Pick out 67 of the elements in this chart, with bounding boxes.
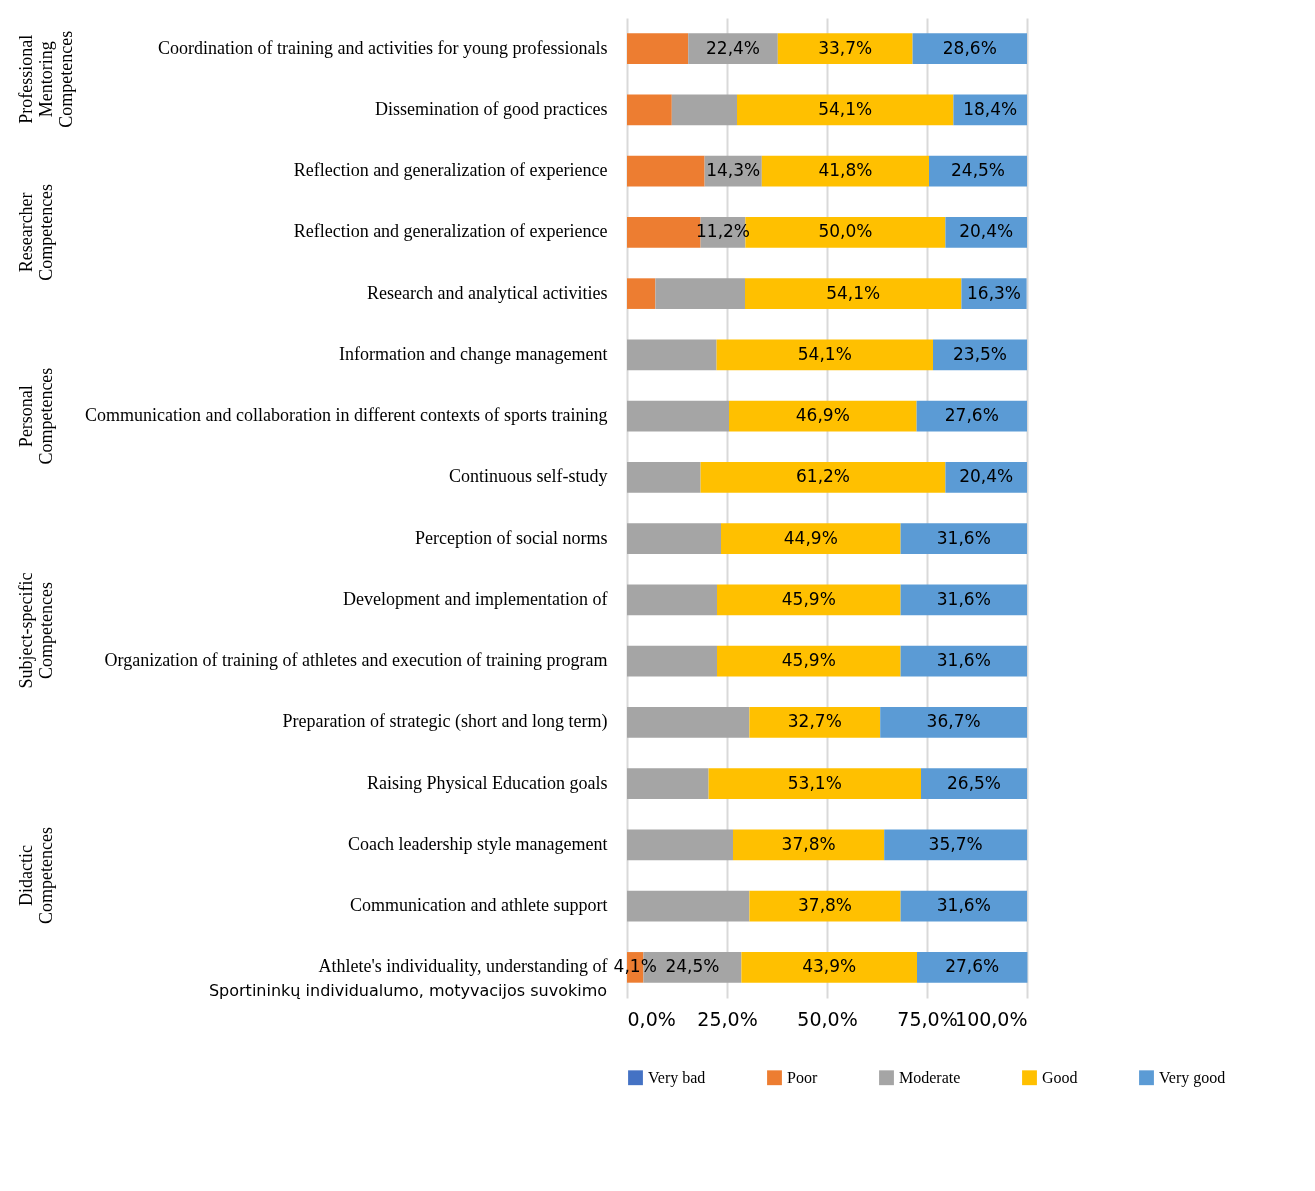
- data-label: 37,8%: [781, 833, 836, 854]
- data-label: 18,4%: [963, 98, 1018, 119]
- text: Researcher Competences: [16, 183, 56, 281]
- x-tick-label: 0,0%: [627, 1007, 676, 1030]
- data-label: 41,8%: [818, 160, 873, 181]
- data-label: 20,4%: [959, 466, 1014, 487]
- y-tick-label: Reflection and generalization of experience: [293, 160, 608, 181]
- data-label: 54,1%: [818, 98, 873, 119]
- y-tick-label: Raising Physical Education goals: [367, 772, 608, 793]
- data-label: 27,6%: [945, 956, 1000, 977]
- text: Sportininkų individualumo, motyvacijos suvokimo: [208, 981, 607, 1001]
- data-label: 37,8%: [797, 895, 853, 916]
- data-label: 53,1%: [787, 772, 842, 793]
- data-label: 61,2%: [795, 466, 851, 487]
- text: Didactic Competences: [16, 827, 56, 924]
- y-tick-label: Perception of social norms: [415, 527, 608, 548]
- y-tick-label: Coach leadership style management: [348, 833, 608, 854]
- legend-label: Very bad: [648, 1068, 706, 1087]
- legend-label: Good: [1042, 1068, 1078, 1086]
- y-tick-label: Information and change management: [339, 343, 608, 364]
- y-tick-label: Development and implementation of: [343, 588, 608, 609]
- data-label: 23,5%: [952, 343, 1008, 364]
- y-tick-label: Communication and athlete support: [350, 895, 608, 916]
- y-tick-label: Coordination of training and activities for young professionals: [158, 37, 608, 58]
- legend-label: Very good: [1159, 1068, 1226, 1087]
- data-label: 33,7%: [818, 37, 873, 58]
- legend-label: Moderate: [899, 1068, 961, 1086]
- data-label: 54,1%: [826, 282, 881, 303]
- data-label: 28,6%: [942, 37, 997, 58]
- data-label: 50,0%: [818, 221, 873, 242]
- data-label: 36,7%: [926, 711, 981, 732]
- data-label: 31,6%: [936, 588, 991, 609]
- data-label: 24,5%: [950, 160, 1006, 181]
- y-tick-label: Preparation of strategic (short and long term): [282, 711, 608, 733]
- data-label: 45,9%: [781, 650, 836, 671]
- data-label: 35,7%: [928, 833, 983, 854]
- data-label: 45,9%: [781, 588, 836, 609]
- text: Subject-specific Competences: [16, 572, 56, 689]
- text: Professional Mentoring Competences: [16, 30, 76, 128]
- y-tick-label: Reflection and generalization of experience: [293, 221, 608, 242]
- x-tick-label: 50,0%: [797, 1007, 858, 1030]
- y-tick-label: Organization of training of athletes and execution of training program: [104, 650, 608, 671]
- y-tick-label: Continuous self-study: [448, 466, 608, 487]
- y-tick-label: Athlete's individuality, understanding of: [318, 956, 608, 977]
- data-label: 31,6%: [936, 895, 991, 916]
- data-label: 46,9%: [795, 405, 850, 426]
- data-label: 24,5%: [665, 956, 720, 977]
- data-label: 43,9%: [802, 956, 857, 977]
- text: Personal Competences: [16, 367, 56, 465]
- data-label: 20,4%: [959, 221, 1014, 242]
- data-label: 26,5%: [946, 772, 1002, 793]
- data-label: 54,1%: [797, 343, 852, 364]
- data-label: 16,3%: [966, 282, 1022, 303]
- data-label: 31,6%: [936, 650, 991, 671]
- y-tick-label: Communication and collaboration in different contexts of sports training: [84, 405, 608, 426]
- data-label: 14,3%: [706, 160, 761, 181]
- data-label: 27,6%: [944, 405, 999, 426]
- data-label: 4,1%: [613, 956, 657, 977]
- x-tick-label: 75,0%: [897, 1007, 958, 1030]
- y-tick-label: Dissemination of good practices: [375, 98, 608, 119]
- data-label: 44,9%: [783, 527, 838, 548]
- y-tick-label: Research and analytical activities: [367, 282, 608, 303]
- legend-label: Poor: [787, 1068, 818, 1086]
- data-label: 31,6%: [936, 527, 991, 548]
- x-tick-label: 25,0%: [697, 1007, 758, 1030]
- data-label: 32,7%: [787, 711, 842, 732]
- data-label: 22,4%: [705, 37, 761, 58]
